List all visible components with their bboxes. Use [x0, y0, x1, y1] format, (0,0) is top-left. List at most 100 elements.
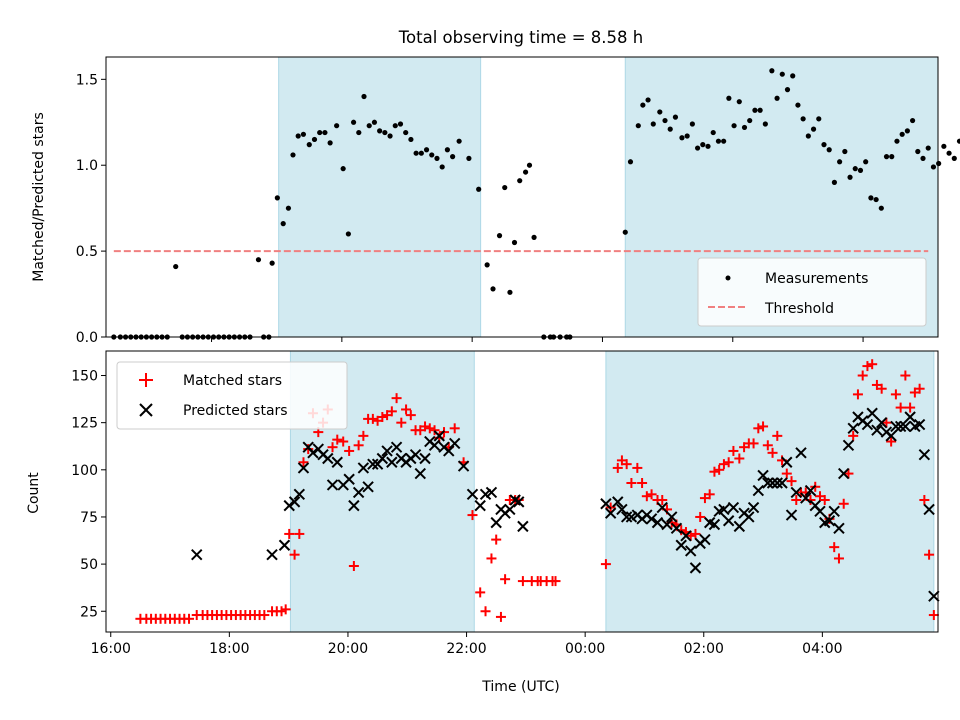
measurement-point	[837, 159, 843, 165]
measurement-point	[327, 140, 333, 146]
measurement-point	[322, 129, 328, 136]
measurement-point	[800, 116, 806, 122]
x-tick-label: 16:00	[91, 641, 131, 657]
measurement-point	[622, 229, 628, 235]
matched-star-point	[786, 476, 797, 487]
matched-legend-marker	[139, 373, 153, 387]
matched-star-point	[690, 528, 701, 539]
predicted-star-point	[661, 518, 673, 531]
measurement-point	[507, 289, 513, 295]
measurement-point	[444, 147, 451, 153]
measurement-legend-marker	[725, 275, 731, 281]
matched-star-point	[500, 574, 511, 585]
x-tick-label: 02:00	[684, 641, 724, 657]
predicted-star-point	[386, 456, 398, 468]
measurement-point	[285, 205, 292, 211]
matched-star-point	[646, 489, 657, 500]
measurement-point	[397, 121, 404, 127]
measurement-point	[909, 117, 916, 124]
y-tick-label: 100	[71, 463, 98, 479]
measurement-point	[306, 142, 312, 148]
measurement-point	[816, 116, 822, 122]
top-panel: 0.0 0.5 1.0 1.5 Matched/Predicted stars Mea…	[31, 56, 960, 346]
matched-star-point	[377, 412, 388, 423]
predicted-star-point	[899, 420, 912, 433]
measurement-point	[382, 129, 388, 136]
matched-star-point	[344, 445, 355, 456]
measurement-point	[920, 155, 926, 161]
measurement-point	[484, 262, 490, 268]
predicted-star-point	[604, 507, 617, 519]
measurement-point	[731, 123, 737, 129]
predicted-star-point	[517, 520, 529, 533]
bottom-legend-box	[116, 361, 348, 430]
measurement-point	[466, 155, 472, 161]
measurement-point	[842, 148, 848, 155]
matched-star-point	[429, 425, 440, 436]
matched-star-point	[396, 417, 407, 428]
measurement-point	[340, 166, 346, 172]
predicted-star-point	[890, 420, 902, 433]
predicted-star-point	[871, 424, 883, 436]
measurement-point	[925, 145, 931, 151]
measurement-point	[930, 164, 937, 170]
measurement-point	[423, 147, 430, 153]
measurement-points	[111, 68, 960, 340]
measurement-point	[408, 136, 414, 143]
predicted-star-point	[722, 515, 735, 527]
y-tick-label: 25	[80, 604, 98, 620]
predicted-star-point	[362, 481, 374, 493]
predicted-star-point	[823, 515, 836, 527]
measurement-point	[300, 131, 307, 137]
matched-star-point	[495, 611, 506, 622]
predicted-star-point	[390, 441, 403, 453]
measurement-point	[269, 260, 275, 266]
matched-star-point	[449, 423, 460, 434]
measurement-point	[805, 133, 811, 139]
top-axes-frame	[105, 56, 939, 338]
y-tick-label: 0.5	[76, 244, 98, 260]
matched-star-point	[327, 442, 338, 453]
measurement-point	[403, 129, 409, 136]
matched-star-point	[848, 430, 859, 441]
predicted-star-point	[293, 488, 306, 501]
y-tick-label: 1.0	[76, 158, 98, 174]
predicted-star-point	[266, 548, 278, 561]
measurement-point	[831, 179, 838, 185]
predicted-star-point	[875, 416, 888, 429]
measurement-point	[883, 154, 890, 160]
measurement-point	[889, 154, 895, 160]
matched-star-point	[762, 440, 773, 451]
measurement-point	[377, 128, 383, 134]
matched-star-point	[704, 489, 715, 500]
predicted-star-point	[795, 447, 807, 459]
measurement-point	[769, 68, 775, 74]
matched-star-point	[767, 447, 778, 458]
measurement-point	[700, 142, 706, 148]
top-legend: Measurements Threshold	[697, 257, 927, 327]
matched-star-point	[386, 406, 397, 417]
predicted-star-point	[283, 499, 295, 512]
predicted-star-point	[833, 522, 845, 534]
matched-star-point	[367, 413, 378, 424]
predicted-star-point	[307, 447, 319, 459]
predicted-legend-marker	[139, 403, 153, 417]
measurement-point	[350, 119, 357, 125]
predicted-star-point	[485, 486, 498, 499]
matched-star-point	[890, 389, 901, 400]
matched-stars-points	[135, 359, 939, 624]
predicted-stars-points	[191, 407, 940, 602]
measurement-point	[873, 196, 879, 203]
measurement-point	[795, 102, 801, 108]
measurement-point	[774, 95, 780, 101]
bottom-xlabel: Time (UTC)	[481, 679, 559, 695]
measurement-point	[280, 221, 286, 227]
measurement-point	[361, 93, 367, 100]
matched-star-point	[714, 464, 725, 475]
predicted-star-point	[699, 533, 711, 546]
predicted-star-point	[428, 439, 441, 452]
matched-star-point	[294, 528, 305, 539]
matched-star-point	[862, 361, 873, 372]
matched-star-point	[734, 453, 745, 464]
